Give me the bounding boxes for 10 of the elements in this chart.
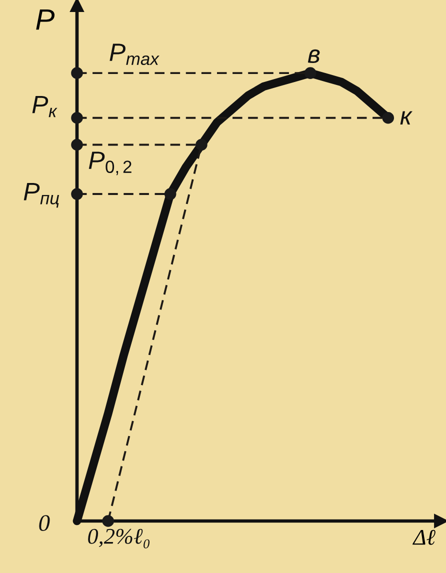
text: 0 xyxy=(39,515,50,532)
text: в xyxy=(308,49,320,64)
series-label: P$_{max}$ xyxy=(110,44,160,66)
series-label: P$_{к}$ xyxy=(32,96,58,118)
series-label: P$_{0,2}$ xyxy=(88,152,132,176)
x-axis-title: Δℓ xyxy=(412,530,436,545)
text: к xyxy=(400,111,412,124)
series-label: P$_{пц}$ xyxy=(24,183,60,208)
text: 0,2%ℓ₀ xyxy=(88,528,150,548)
y-axis-title: P xyxy=(36,10,55,30)
